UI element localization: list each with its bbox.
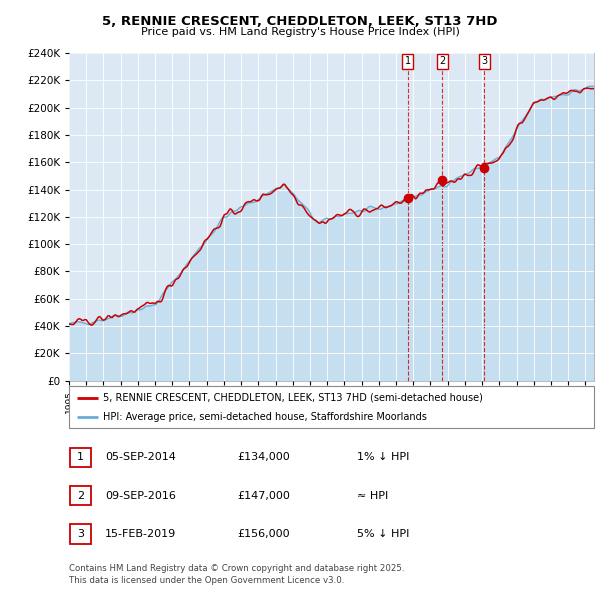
Text: 2: 2	[77, 491, 84, 500]
Text: 3: 3	[481, 56, 487, 66]
Text: 2: 2	[439, 56, 445, 66]
Text: 09-SEP-2016: 09-SEP-2016	[105, 491, 176, 500]
Text: 3: 3	[77, 529, 84, 539]
Text: 5% ↓ HPI: 5% ↓ HPI	[357, 529, 409, 539]
Text: 5, RENNIE CRESCENT, CHEDDLETON, LEEK, ST13 7HD (semi-detached house): 5, RENNIE CRESCENT, CHEDDLETON, LEEK, ST…	[103, 392, 483, 402]
Text: ≈ HPI: ≈ HPI	[357, 491, 388, 500]
Text: 05-SEP-2014: 05-SEP-2014	[105, 453, 176, 462]
Text: HPI: Average price, semi-detached house, Staffordshire Moorlands: HPI: Average price, semi-detached house,…	[103, 412, 427, 422]
FancyBboxPatch shape	[70, 448, 91, 467]
Text: Contains HM Land Registry data © Crown copyright and database right 2025.
This d: Contains HM Land Registry data © Crown c…	[69, 565, 404, 585]
Text: 15-FEB-2019: 15-FEB-2019	[105, 529, 176, 539]
Text: £156,000: £156,000	[237, 529, 290, 539]
Text: 1% ↓ HPI: 1% ↓ HPI	[357, 453, 409, 462]
FancyBboxPatch shape	[69, 386, 594, 428]
Text: 5, RENNIE CRESCENT, CHEDDLETON, LEEK, ST13 7HD: 5, RENNIE CRESCENT, CHEDDLETON, LEEK, ST…	[102, 15, 498, 28]
Text: 1: 1	[405, 56, 411, 66]
Text: Price paid vs. HM Land Registry's House Price Index (HPI): Price paid vs. HM Land Registry's House …	[140, 27, 460, 37]
Text: £134,000: £134,000	[237, 453, 290, 462]
Text: 1: 1	[77, 453, 84, 462]
FancyBboxPatch shape	[70, 525, 91, 543]
Text: £147,000: £147,000	[237, 491, 290, 500]
FancyBboxPatch shape	[70, 486, 91, 505]
